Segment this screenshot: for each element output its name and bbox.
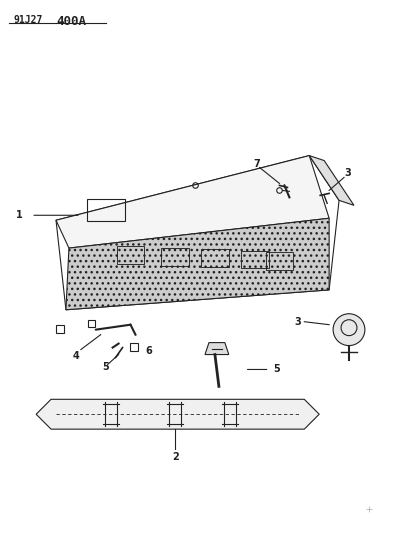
Polygon shape — [56, 156, 328, 248]
Text: 400A: 400A — [56, 15, 86, 28]
Text: 1: 1 — [16, 210, 23, 220]
Circle shape — [332, 314, 364, 345]
Text: 3: 3 — [344, 168, 350, 179]
Polygon shape — [309, 156, 353, 205]
Polygon shape — [205, 343, 228, 354]
Polygon shape — [66, 218, 328, 310]
Polygon shape — [36, 399, 318, 429]
Text: 4: 4 — [72, 351, 79, 360]
Text: 91J27: 91J27 — [13, 15, 43, 25]
Text: 3: 3 — [293, 317, 300, 327]
Text: 2: 2 — [171, 452, 178, 462]
Text: 5: 5 — [102, 362, 109, 373]
Text: 5: 5 — [273, 365, 279, 375]
Text: 6: 6 — [145, 345, 151, 356]
Text: 7: 7 — [253, 158, 259, 168]
